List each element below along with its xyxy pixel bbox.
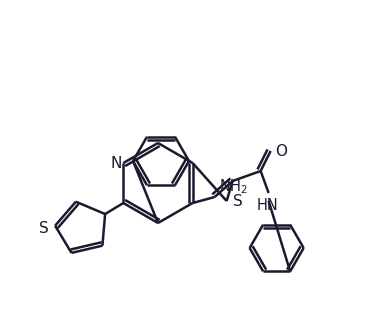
Text: HN: HN	[257, 198, 279, 213]
Text: N: N	[111, 156, 122, 170]
Text: O: O	[275, 144, 287, 159]
Text: NH$_2$: NH$_2$	[218, 178, 248, 196]
Text: S: S	[40, 221, 49, 236]
Text: S: S	[233, 194, 242, 209]
